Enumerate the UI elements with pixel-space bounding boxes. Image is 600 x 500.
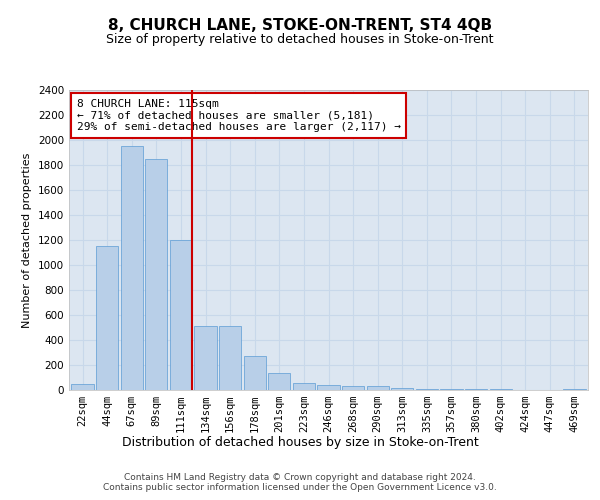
- Bar: [293, 382, 315, 390]
- Bar: [219, 326, 241, 390]
- Bar: [121, 146, 143, 390]
- Bar: [71, 384, 94, 390]
- Bar: [416, 389, 438, 390]
- Bar: [194, 326, 217, 390]
- Bar: [145, 159, 167, 390]
- Bar: [440, 389, 463, 390]
- Bar: [170, 240, 192, 390]
- Text: Contains HM Land Registry data © Crown copyright and database right 2024.
Contai: Contains HM Land Registry data © Crown c…: [103, 473, 497, 492]
- Bar: [268, 372, 290, 390]
- Text: Size of property relative to detached houses in Stoke-on-Trent: Size of property relative to detached ho…: [106, 32, 494, 46]
- Text: 8, CHURCH LANE, STOKE-ON-TRENT, ST4 4QB: 8, CHURCH LANE, STOKE-ON-TRENT, ST4 4QB: [108, 18, 492, 32]
- Text: 8 CHURCH LANE: 115sqm
← 71% of detached houses are smaller (5,181)
29% of semi-d: 8 CHURCH LANE: 115sqm ← 71% of detached …: [77, 99, 401, 132]
- Bar: [342, 386, 364, 390]
- Bar: [96, 246, 118, 390]
- Bar: [244, 356, 266, 390]
- Text: Distribution of detached houses by size in Stoke-on-Trent: Distribution of detached houses by size …: [122, 436, 478, 449]
- Bar: [391, 388, 413, 390]
- Bar: [317, 385, 340, 390]
- Bar: [367, 386, 389, 390]
- Y-axis label: Number of detached properties: Number of detached properties: [22, 152, 32, 328]
